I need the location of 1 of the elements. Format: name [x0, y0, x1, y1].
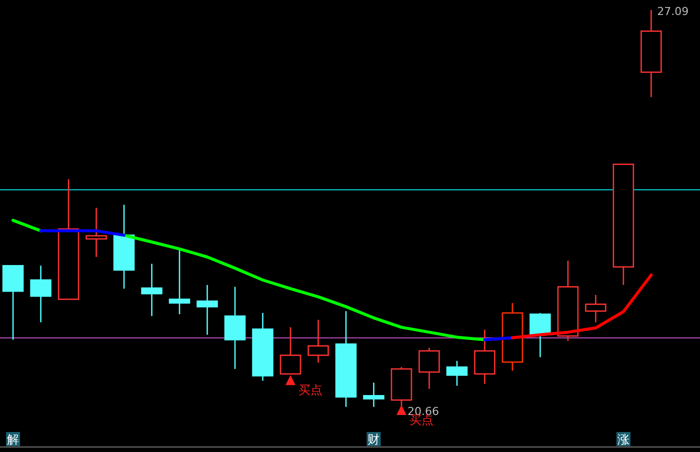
series-label: 买点: [298, 383, 322, 398]
